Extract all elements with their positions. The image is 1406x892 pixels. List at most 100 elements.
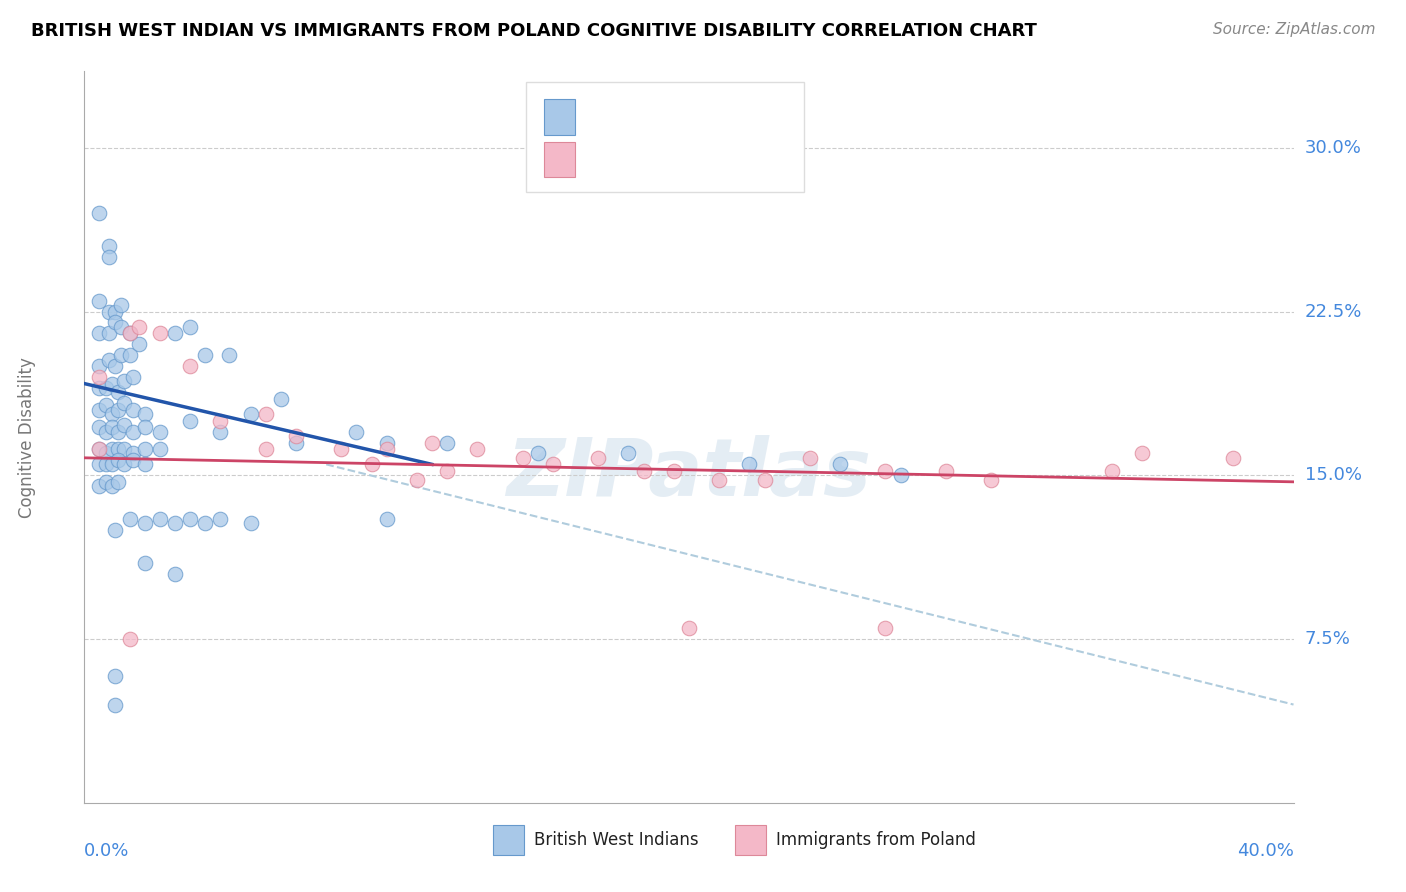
Point [89,326,111,341]
Point [107,453,129,467]
Point [112,396,135,410]
Point [1101,464,1123,478]
Point [89,206,111,220]
Point [112,418,135,433]
Point [100,458,122,472]
Point [875,464,897,478]
Text: 30.0%: 30.0% [1305,139,1361,157]
Text: British West Indians: British West Indians [534,831,699,849]
Point [662,464,685,478]
Point [254,442,277,456]
Point [89,402,111,417]
Point [121,425,143,439]
Point [330,442,353,456]
Point [97,239,120,253]
FancyBboxPatch shape [494,825,524,855]
Point [194,516,217,531]
FancyBboxPatch shape [526,82,804,192]
Point [94,399,117,413]
Point [149,442,172,456]
Point [110,319,132,334]
Point [104,523,127,537]
Point [134,442,156,456]
Point [890,468,912,483]
Point [254,407,277,421]
Point [375,435,398,450]
Point [94,446,117,460]
Point [179,512,201,526]
Point [346,425,368,439]
FancyBboxPatch shape [544,142,575,178]
Point [100,442,122,456]
Point [467,442,489,456]
Point [118,326,141,341]
Point [121,402,143,417]
Point [588,450,610,465]
Text: R =: R = [582,109,620,127]
Point [134,516,156,531]
Point [436,435,458,450]
Point [118,512,141,526]
Point [97,352,120,367]
Point [89,458,111,472]
Point [527,446,550,460]
Point [165,516,187,531]
Point [94,425,117,439]
Text: R =: R = [582,151,620,169]
Point [149,512,172,526]
Text: N = 92: N = 92 [689,109,761,127]
Point [179,319,201,334]
Point [134,420,156,434]
Point [799,450,821,465]
Point [94,475,117,489]
Point [165,326,187,341]
Text: -0.259: -0.259 [623,109,679,127]
Text: 15.0%: 15.0% [1305,467,1361,484]
Point [107,425,129,439]
Point [89,420,111,434]
Point [107,402,129,417]
Point [97,304,120,318]
Point [128,319,150,334]
Point [678,621,700,635]
Point [980,473,1002,487]
Point [89,442,111,456]
Point [218,348,240,362]
Point [100,420,122,434]
Point [89,293,111,308]
Point [100,407,122,421]
Point [134,407,156,421]
Text: Source: ZipAtlas.com: Source: ZipAtlas.com [1212,22,1375,37]
Point [209,414,232,428]
Text: 40.0%: 40.0% [1237,842,1294,860]
Point [375,512,398,526]
Point [110,348,132,362]
Text: 0.0%: 0.0% [84,842,129,860]
Point [121,453,143,467]
Point [128,337,150,351]
Text: 7.5%: 7.5% [1305,630,1351,648]
Point [436,464,458,478]
Point [107,385,129,400]
Point [633,464,655,478]
Point [179,414,201,428]
Point [406,473,429,487]
Point [285,435,308,450]
Point [100,376,122,391]
Point [112,375,135,389]
Point [209,512,232,526]
Point [118,632,141,646]
Point [104,315,127,329]
Point [375,442,398,456]
Text: 22.5%: 22.5% [1305,302,1362,320]
Point [97,250,120,264]
Point [89,381,111,395]
Point [1130,446,1153,460]
Point [107,475,129,489]
Point [89,479,111,493]
Point [1222,450,1244,465]
Point [360,458,382,472]
FancyBboxPatch shape [544,99,575,135]
Point [112,442,135,456]
Point [270,392,292,406]
